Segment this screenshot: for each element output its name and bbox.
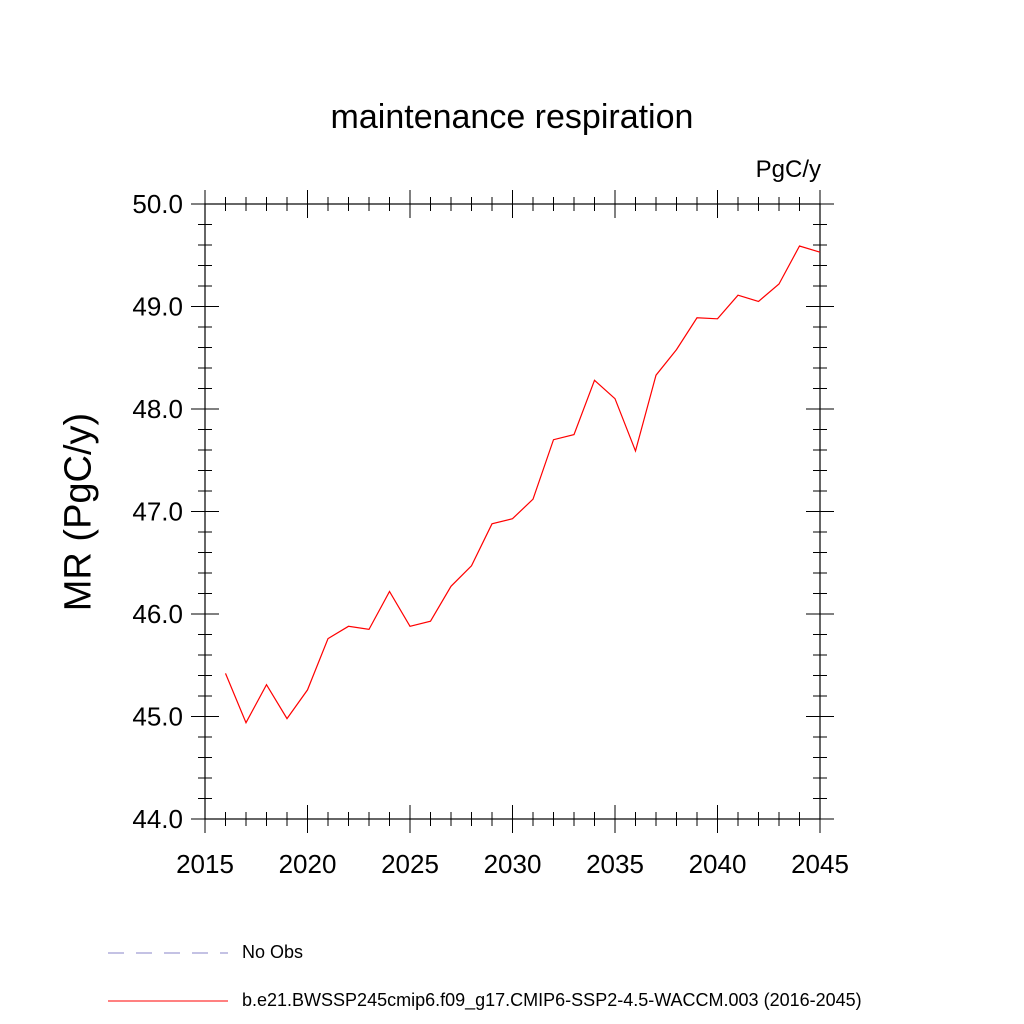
- y-tick-label: 44.0: [132, 804, 183, 834]
- y-tick-label: 45.0: [132, 702, 183, 732]
- x-tick-label: 2035: [586, 849, 644, 879]
- x-tick-label: 2040: [689, 849, 747, 879]
- y-tick-label: 50.0: [132, 189, 183, 219]
- y-tick-label: 47.0: [132, 497, 183, 527]
- x-tick-label: 2030: [484, 849, 542, 879]
- axes: 2015 2020 2025 2030 2035 2040 2045 44.0 45.0 46.0…: [132, 189, 849, 879]
- legend-label-no-obs: No Obs: [242, 942, 304, 962]
- chart-title: maintenance respiration: [330, 98, 694, 136]
- units-label: PgC/y: [755, 156, 821, 183]
- legend-label-model-run: b.e21.BWSSP245cmip6.f09_g17.CMIP6-SSP2-4…: [242, 990, 862, 1010]
- x-tick-label: 2025: [381, 849, 439, 879]
- y-tick-label: 49.0: [132, 292, 183, 322]
- x-tick-label: 2045: [791, 849, 849, 879]
- y-tick-label: 46.0: [132, 599, 183, 629]
- legend-lines: [108, 952, 228, 1002]
- x-tick-label: 2020: [279, 849, 337, 879]
- y-tick-label: 48.0: [132, 394, 183, 424]
- x-tick-label: 2015: [176, 849, 234, 879]
- series-line-0: [224, 245, 821, 725]
- plot-frame: [204, 203, 821, 820]
- series-layer: [224, 245, 821, 725]
